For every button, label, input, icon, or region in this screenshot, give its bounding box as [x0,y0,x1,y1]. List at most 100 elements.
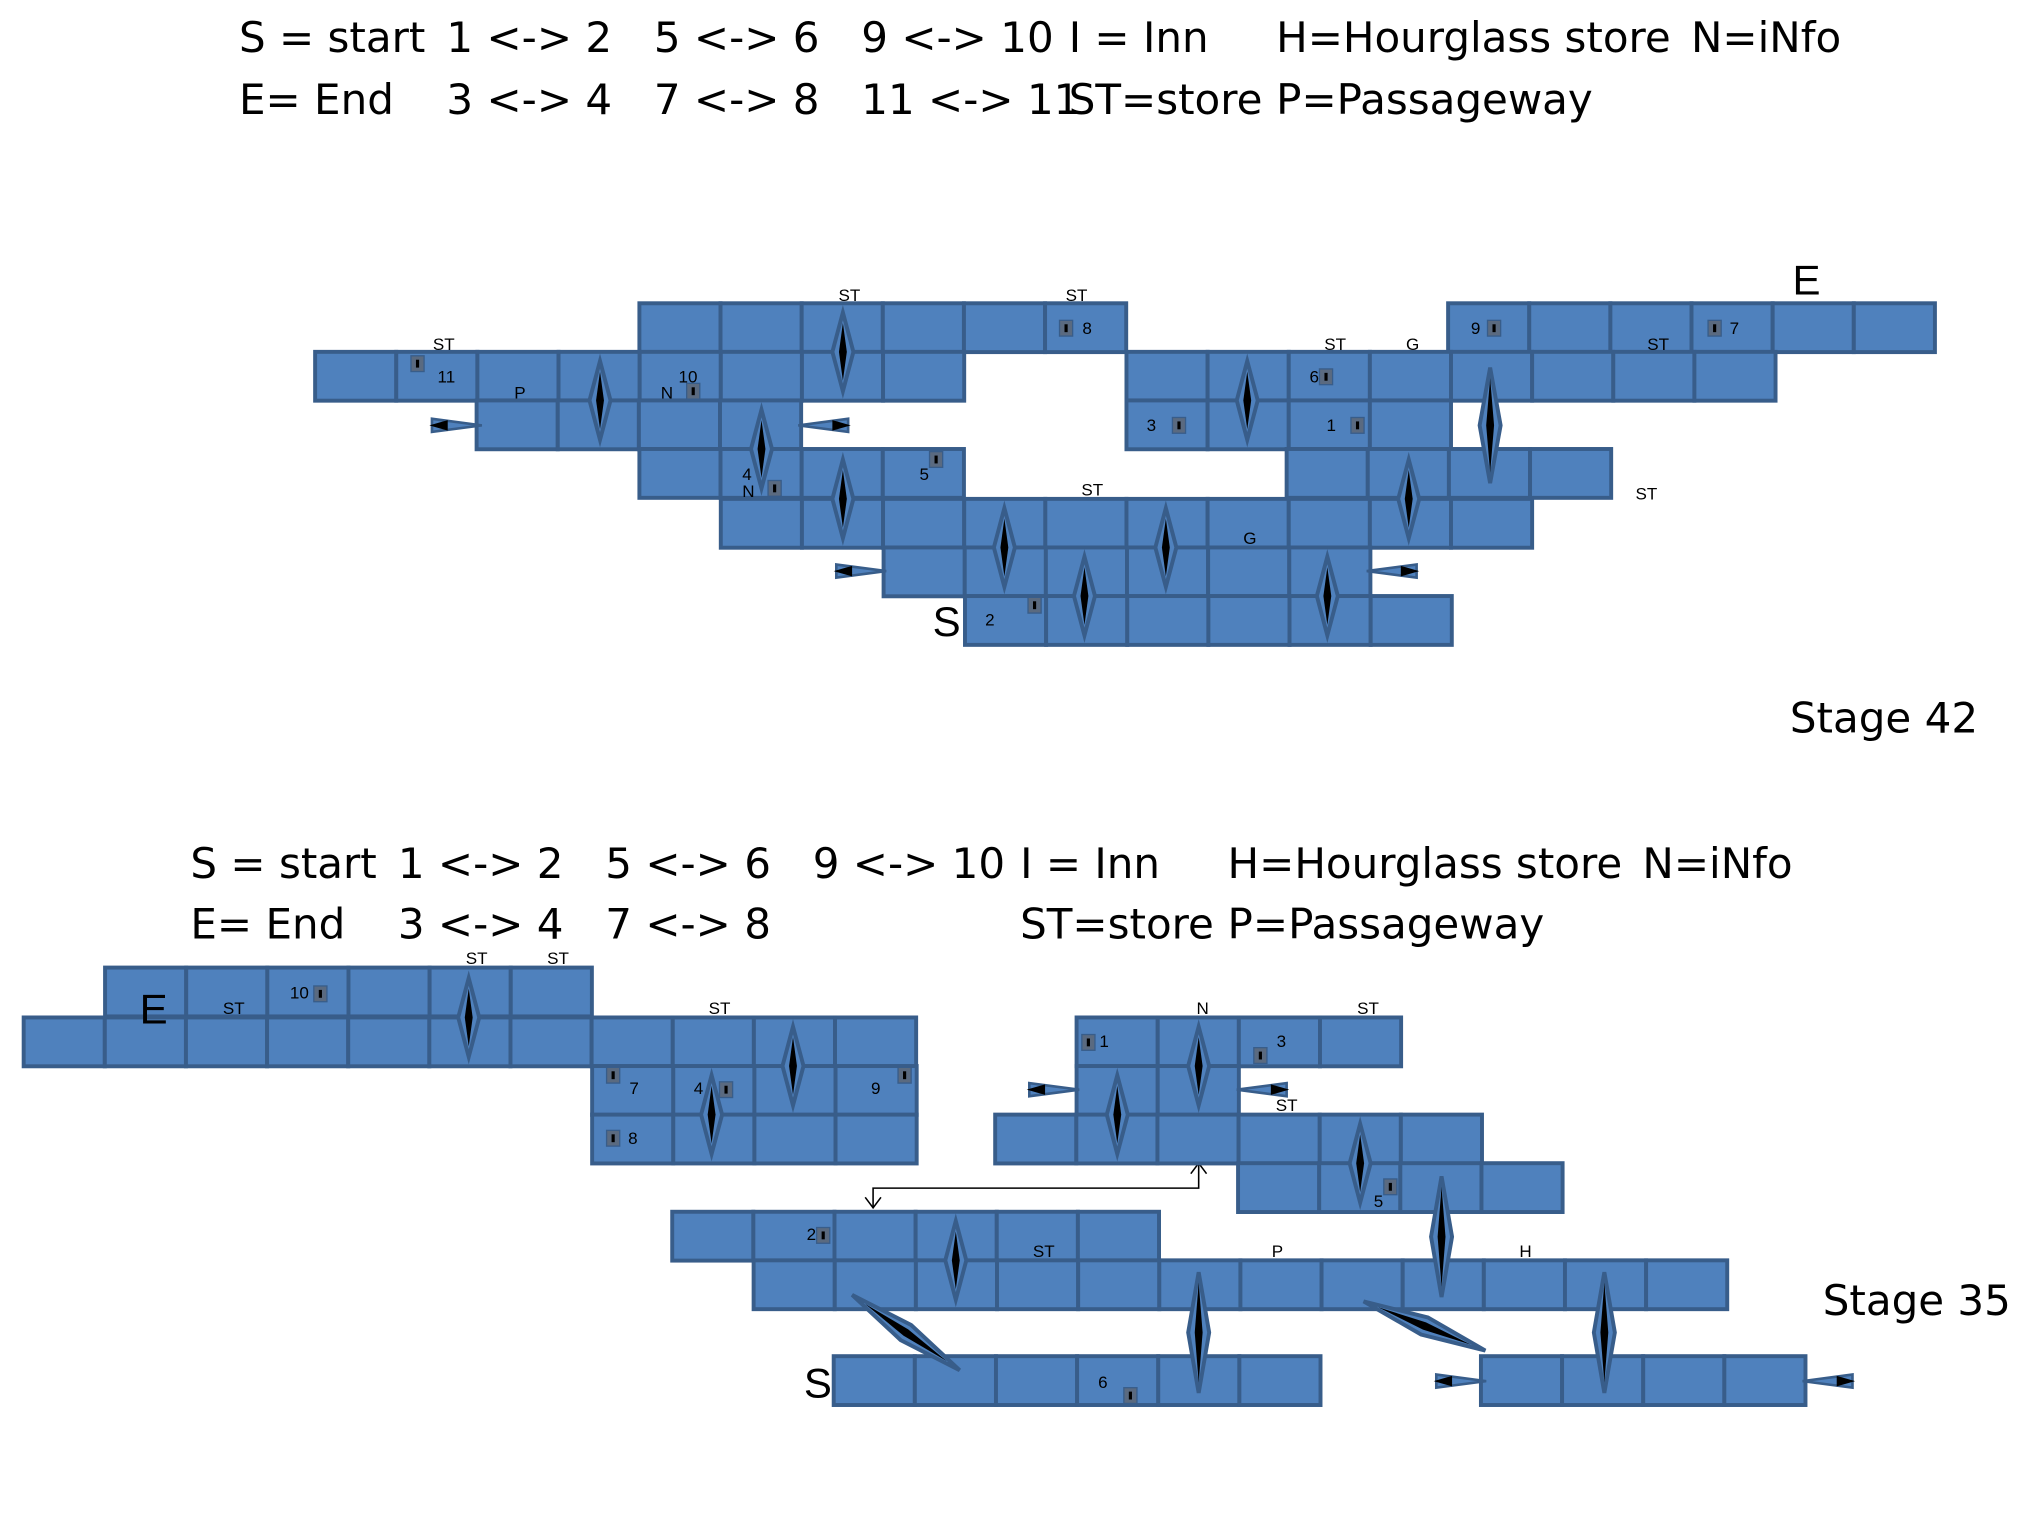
room-cell [1076,1258,1162,1312]
room-cell [993,1354,1080,1407]
room-label: ST [433,335,455,354]
exit-arrow [1270,1084,1290,1095]
room-cell [1851,301,1937,355]
room-label: 7 [1730,319,1739,338]
endpoint-label: E [1793,257,1821,304]
connector [864,1161,1208,1210]
ladder-arrow [1000,518,1009,577]
ladder-arrow [1161,518,1170,577]
room-cell [1479,1161,1565,1214]
item-dot [934,455,938,464]
room-cell [1238,1258,1324,1312]
room-cell [474,398,560,452]
item-dot [821,1231,825,1240]
ladder-arrow [1243,371,1252,430]
item-dot [415,359,420,368]
ladder-arrow [1486,378,1495,473]
endpoint-label: S [804,1359,832,1406]
room-cell [346,1015,432,1069]
room-label: ST [1357,999,1379,1018]
room-cell [880,301,966,355]
legend-item: N=iNfo [1642,839,1792,888]
legend-item: I = Inn [1020,839,1160,888]
exit-arrow [1836,1375,1856,1387]
stage: S = start 1 <-> 2 5 <-> 6 9 <-> 10 I = Inn H=… [239,13,1978,742]
room-cell [1478,1354,1565,1407]
room-cell [1155,1112,1241,1166]
stage-title: Stage 35 [1823,1276,2011,1325]
legend-item: H=Hourglass store [1228,839,1623,888]
room-label: 5 [1374,1192,1383,1211]
room-cell [1641,1354,1727,1407]
exit-arrow [1400,565,1420,577]
room-cell [1286,496,1372,550]
legend-item: 11 <-> 11 [861,75,1080,124]
room-label: ST [547,949,569,968]
ladder-arrow [1600,1282,1609,1383]
item-dot [1258,1051,1262,1060]
ladder-arrow [1194,1282,1203,1383]
room-cell [832,1209,918,1263]
legend-item: P=Passageway [1228,899,1545,948]
ladder-arrow [838,470,847,528]
ladder-arrow [1080,567,1089,625]
room-cell [1528,447,1614,500]
item-dot [1064,324,1068,333]
room-cell [1368,594,1454,647]
room-cell [637,447,723,500]
room-cell [1124,349,1210,403]
room-label: 6 [1309,368,1318,387]
diagonal-marker [850,1293,962,1372]
ladder-arrow [1194,1037,1203,1095]
exit-arrow [833,565,853,577]
legend-item: 3 <-> 4 [446,75,612,124]
room-label: 5 [920,465,929,484]
room-label: ST [466,949,488,968]
room-label: 1 [1099,1032,1108,1051]
room-cell [508,1015,594,1069]
legend-item: ST=store [1069,75,1263,124]
room-cell [718,349,804,403]
room-cell [1722,1354,1808,1407]
room-cell [881,349,967,403]
room-cell [1075,1209,1161,1263]
legend-item: H=Hourglass store [1276,13,1671,62]
room-cell [1236,1112,1322,1166]
ladder-arrow [1404,470,1413,528]
legend-item: 9 <-> 10 [861,13,1053,62]
room-cell [1481,1258,1567,1312]
item-dot [1324,372,1328,381]
room-cell [718,496,804,550]
stage-title: Stage 42 [1790,693,1978,742]
room-label: P [514,383,525,402]
room-cell [995,1258,1081,1312]
room-label: N [742,482,754,501]
legend-item: S = start [190,839,376,888]
diagonal-marker [1362,1299,1487,1353]
room-label: 2 [807,1225,816,1244]
room-cell [1205,496,1291,550]
room-label: 3 [1277,1032,1286,1051]
exit-arrow [832,420,851,431]
item-dot [1355,421,1360,430]
legend-item: ST=store [1020,899,1214,948]
legend-item: E= End [190,899,345,948]
room-cell [1527,301,1613,355]
legend-item: E= End [239,75,394,124]
ladder-arrow [789,1037,797,1095]
room-cell [1449,496,1535,550]
room-cell [718,301,804,355]
room-cell [881,545,967,599]
room-cell [1530,349,1616,403]
room-cell [590,1064,676,1117]
legend-item: N=iNfo [1691,13,1841,62]
legend-item: P=Passageway [1276,75,1593,124]
room-cell [21,1015,107,1069]
room-cell [102,1015,188,1069]
ladder-arrow [1356,1134,1365,1193]
room-label: ST [223,999,245,1018]
room-cell [993,1112,1079,1166]
room-cell [751,1258,837,1312]
endpoint-label: S [933,598,961,645]
legend-item: 5 <-> 6 [654,13,820,62]
